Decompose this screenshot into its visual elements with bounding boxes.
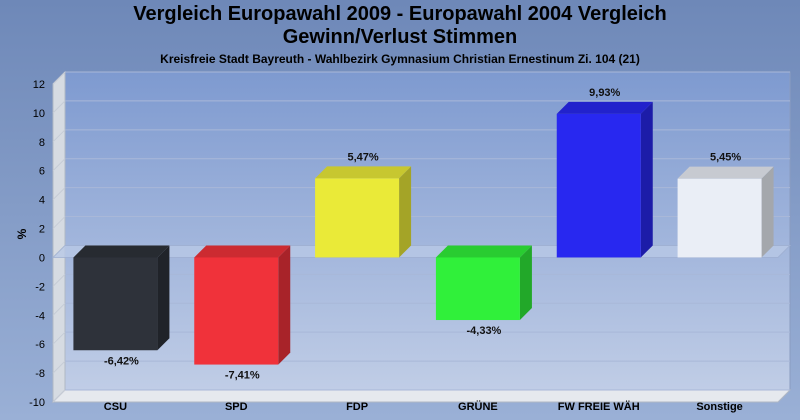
- plot-area: [64, 71, 791, 391]
- chart-title-block: Vergleich Europawahl 2009 - Europawahl 2…: [0, 3, 800, 67]
- bar-side: [761, 166, 774, 258]
- gridline-side: [52, 187, 66, 200]
- bar-csu: [73, 245, 170, 351]
- bar-top: [435, 245, 532, 258]
- data-label: 5,45%: [710, 152, 741, 164]
- bar-front: [315, 178, 400, 258]
- gridline-side: [52, 158, 66, 172]
- x-category-label: FDP: [346, 401, 368, 413]
- bar-side: [157, 245, 170, 351]
- bar-front: [677, 178, 762, 258]
- x-category-label: CSU: [104, 401, 127, 413]
- bar-fdp: [315, 166, 412, 258]
- bar-top: [677, 166, 774, 179]
- x-category-label: FW FREIE WÄH: [558, 400, 640, 413]
- x-category-label: SPD: [225, 401, 248, 413]
- bar-side: [278, 245, 291, 365]
- gridline-side: [52, 216, 66, 229]
- gridline-side: [52, 331, 66, 345]
- bar-side: [399, 166, 412, 258]
- bar-sonstige: [677, 166, 774, 258]
- y-tick-label: -8: [35, 368, 45, 380]
- y-tick-label: 8: [39, 137, 45, 149]
- bar-top: [194, 245, 291, 258]
- data-label: 5,47%: [347, 151, 378, 163]
- y-tick-label: 12: [33, 79, 45, 91]
- bar-front: [435, 257, 520, 321]
- data-label: -6,42%: [104, 355, 139, 367]
- gridline-side: [52, 302, 66, 316]
- y-tick-label: -2: [35, 281, 45, 293]
- y-tick-label: -10: [29, 397, 45, 409]
- bar-gr-ne: [435, 245, 532, 321]
- y-tick-label: 2: [39, 224, 45, 236]
- bar-top: [556, 101, 653, 114]
- gridline-side: [52, 100, 66, 114]
- gridline-side: [52, 71, 66, 85]
- bar-front: [556, 113, 641, 258]
- y-tick-label: -6: [35, 339, 45, 351]
- y-tick-label: 6: [39, 166, 45, 178]
- y-tick-label: -4: [35, 310, 45, 322]
- y-axis-title: %: [15, 228, 29, 239]
- gridline-side: [52, 360, 66, 374]
- data-label: -4,33%: [466, 325, 501, 337]
- bar-top: [73, 245, 170, 258]
- plot-floor: [51, 389, 792, 403]
- y-tick-label: 0: [39, 252, 45, 264]
- gridline-side: [52, 389, 66, 403]
- bar-fw-freie-w-h: [556, 101, 653, 258]
- bar-front: [194, 257, 279, 365]
- gridline-side: [52, 129, 66, 143]
- data-label: 9,93%: [589, 87, 620, 99]
- bar-top: [315, 166, 412, 179]
- bar-side: [640, 101, 653, 258]
- chart-title-line-2: Gewinn/Verlust Stimmen: [282, 26, 518, 48]
- x-category-label: GRÜNE: [458, 400, 498, 413]
- y-tick-label: 4: [39, 195, 45, 207]
- plot-side-wall: [52, 70, 66, 404]
- gridline-side: [52, 274, 66, 287]
- chart-title-line-1: Vergleich Europawahl 2009 - Europawahl 2…: [133, 3, 667, 25]
- data-label: -7,41%: [225, 370, 260, 382]
- bar-side: [519, 245, 532, 321]
- chart-subtitle: Kreisfreie Stadt Bayreuth - Wahlbezirk G…: [160, 52, 640, 66]
- bar-spd: [194, 245, 291, 365]
- y-tick-label: 10: [33, 108, 45, 120]
- bar-front: [73, 257, 158, 351]
- x-category-label: Sonstige: [696, 401, 742, 413]
